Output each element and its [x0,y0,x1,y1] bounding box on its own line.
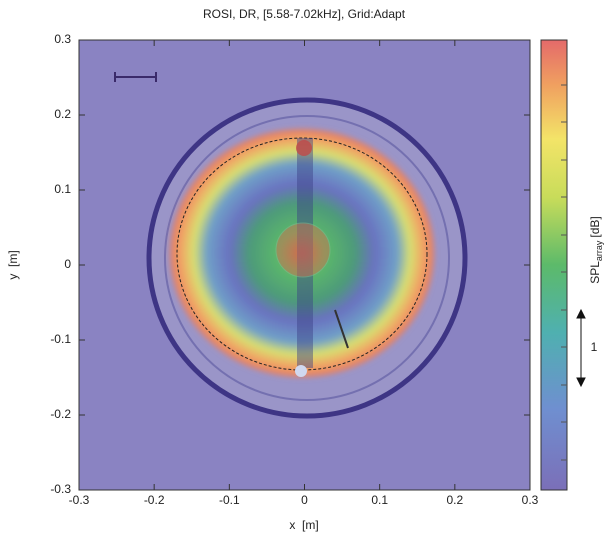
x-tick-label: 0 [301,493,308,507]
colorbar-label-sub: array [594,240,604,261]
y-tick-label: 0.3 [54,32,71,46]
y-tick-label: 0.1 [54,182,71,196]
x-axis-label: x [m] [289,518,318,532]
x-tick-label: 0.2 [446,493,463,507]
colorbar-arrow [576,308,586,388]
y-tick-label: 0 [64,257,71,271]
colorbar-annotation: 1 [591,340,598,354]
y-tick-label: -0.2 [50,407,71,421]
y-tick-label: 0.2 [54,107,71,121]
colorbar [540,39,568,491]
chart-title: ROSI, DR, [5.58-7.02kHz], Grid:Adapt [203,7,406,21]
x-tick-label: -0.1 [219,493,240,507]
y-tick-label: -0.1 [50,332,71,346]
x-tick-label: -0.2 [144,493,165,507]
colorbar-label: SPLarray [dB] [588,216,604,284]
colorbar-unit: [dB] [588,216,602,237]
colorbar-label-main: SPL [588,261,602,284]
y-axis-label: y [m] [6,250,20,279]
y-tick-label: -0.3 [50,482,71,496]
x-tick-label: -0.3 [69,493,90,507]
x-tick-label: 0.3 [522,493,539,507]
heatmap-image [79,40,530,490]
colorbar-ticks [561,84,567,461]
x-tick-label: 0.1 [371,493,388,507]
